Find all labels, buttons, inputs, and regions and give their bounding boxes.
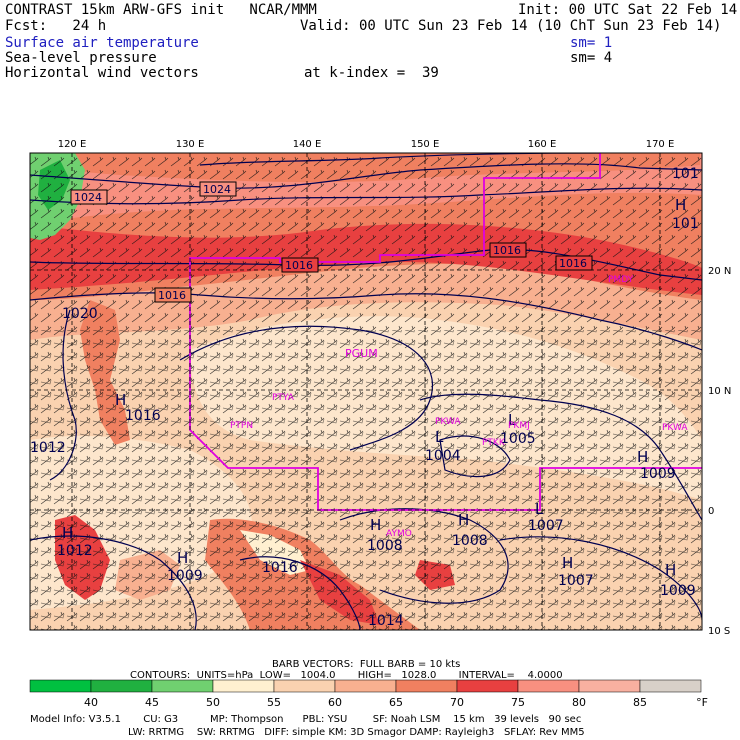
- isobar-label: 1009: [167, 568, 203, 584]
- colorbar-swatch: [578, 679, 641, 693]
- colorbar-label: 60: [328, 696, 342, 709]
- colorbar-label: 75: [511, 696, 525, 709]
- high-center: H: [665, 561, 676, 579]
- isobar-label: 1007: [528, 518, 564, 534]
- station-label: PTKK: [482, 438, 506, 448]
- lat-label: 20 N: [708, 266, 731, 277]
- isobar-label: 1016: [493, 244, 521, 257]
- lon-label: 140 E: [293, 139, 322, 150]
- station-label: PTYA: [272, 393, 295, 403]
- high-center: H: [675, 196, 686, 214]
- field-label-pressure: Sea-level pressure: [5, 50, 157, 66]
- isobar-label: 1016: [559, 257, 587, 270]
- high-center: H: [370, 516, 381, 534]
- isobar-label: 1024: [74, 191, 102, 204]
- colorbar-label: 70: [450, 696, 464, 709]
- pressure-centers: H H H H H H L L L H H H: [62, 196, 686, 579]
- contours-note: CONTOURS: UNITS=hPa LOW= 1004.0 HIGH= 10…: [130, 670, 563, 681]
- model-info-line-1: Model Info: V3.5.1 CU: G3 MP: Thompson P…: [30, 714, 582, 725]
- isobar-label: 1024: [203, 183, 231, 196]
- model-info-line-2: LW: RRTMG SW: RRTMG DIFF: simple KM: 3D …: [128, 727, 585, 738]
- valid-time: Valid: 00 UTC Sun 23 Feb 14 (10 ChT Sun …: [300, 18, 722, 34]
- forecast-hour: Fcst: 24 h: [5, 18, 107, 34]
- isobar-label: 1007: [558, 573, 594, 589]
- isobar-label: 1005: [500, 431, 536, 447]
- colorbar-label: 40: [84, 696, 98, 709]
- high-center: H: [458, 511, 469, 529]
- isobar-label: 1009: [660, 583, 696, 599]
- init-time: Init: 00 UTC Sat 22 Feb 14: [518, 2, 738, 18]
- barb-vectors-note: BARB VECTORS: FULL BARB = 10 kts: [272, 659, 461, 670]
- colorbar-label: 85: [633, 696, 647, 709]
- station-labels: PGUM PTYA PTPN PKWA PKMJ PMDY PKWA PTKK …: [230, 275, 688, 539]
- lon-label: 130 E: [176, 139, 205, 150]
- lon-label: 120 E: [58, 139, 87, 150]
- lon-label: 170 E: [646, 139, 675, 150]
- colorbar-label: 50: [206, 696, 220, 709]
- station-label: PKWA: [662, 423, 688, 433]
- model-title: CONTRAST 15km ARW-GFS init NCAR/MMM: [5, 2, 317, 18]
- station-label: PGUM: [345, 347, 378, 360]
- lat-label: 10 S: [708, 626, 730, 637]
- high-center: H: [562, 554, 573, 572]
- low-center: L: [435, 428, 444, 446]
- isobar-label: 1016: [285, 259, 313, 272]
- lat-label: 10 N: [708, 386, 731, 397]
- colorbar-swatch: [29, 679, 92, 693]
- low-center: L: [508, 411, 517, 429]
- isobar-label: 1008: [452, 533, 488, 549]
- isobar-label: 1016: [125, 408, 161, 424]
- high-center: H: [637, 448, 648, 466]
- map-frame: [29, 152, 703, 631]
- smoothing-2: sm= 4: [570, 50, 613, 66]
- colorbar-unit: °F: [696, 696, 708, 709]
- colorbar-label: 55: [267, 696, 281, 709]
- isobar-label: 1009: [640, 466, 676, 482]
- field-label-wind: Horizontal wind vectors: [5, 65, 199, 81]
- isobar-label: 1012: [30, 440, 66, 456]
- isobar-labels: 1024 1024 1016 1016 1016 1016 1020 1016 …: [30, 166, 699, 629]
- colorbar-label: 80: [572, 696, 586, 709]
- k-index-label: at k-index = 39: [304, 65, 439, 81]
- isobar-label: 1014: [368, 613, 404, 629]
- graticule: [30, 153, 702, 630]
- low-center: L: [535, 500, 544, 518]
- isobar-label: 101: [672, 166, 699, 182]
- isobar-label: 1016: [158, 289, 186, 302]
- isobar-label: 1020: [62, 306, 98, 322]
- station-label: AYMO: [386, 529, 412, 539]
- colorbar-label: 45: [145, 696, 159, 709]
- colorbar: [29, 679, 702, 693]
- isobar-label: 1016: [262, 560, 298, 576]
- colorbar-swatch: [639, 679, 702, 693]
- station-label: PMDY: [608, 275, 634, 285]
- field-label-temperature: Surface air temperature: [5, 35, 199, 51]
- isobar-label: 1012: [57, 543, 93, 559]
- isobar-label: 1004: [425, 448, 461, 464]
- high-center: H: [62, 524, 73, 542]
- station-label: PTPN: [230, 421, 253, 431]
- lat-label: 0: [708, 506, 714, 517]
- high-center: H: [177, 549, 188, 567]
- high-center: H: [115, 391, 126, 409]
- station-label: PKWA: [435, 417, 461, 427]
- lon-label: 150 E: [411, 139, 440, 150]
- station-label: PKMJ: [508, 421, 530, 431]
- lon-label: 160 E: [528, 139, 557, 150]
- smoothing-1: sm= 1: [570, 35, 613, 51]
- isobar-label: 101: [672, 216, 699, 232]
- colorbar-label: 65: [389, 696, 403, 709]
- temperature-field: [30, 153, 702, 630]
- isobar-label: 1008: [367, 538, 403, 554]
